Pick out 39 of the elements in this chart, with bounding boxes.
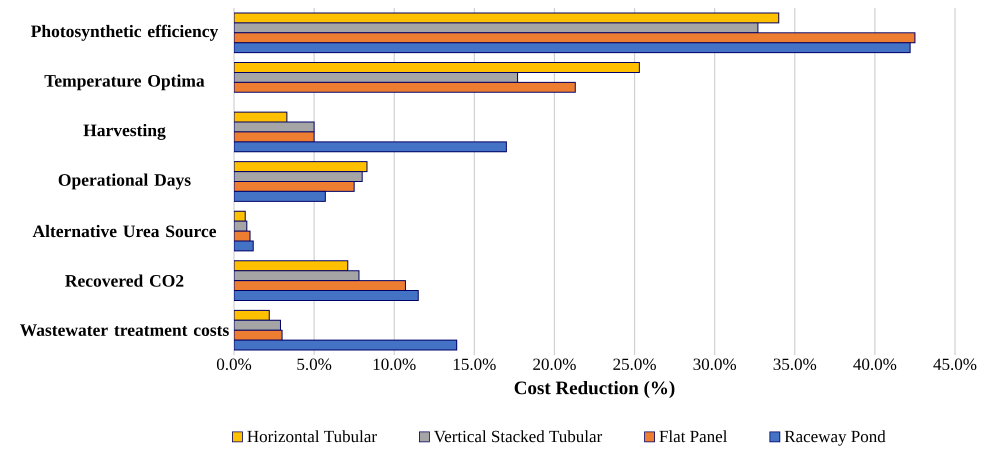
bar [234,280,406,292]
x-tick-label: 40.0% [853,358,896,370]
y-tick-label: Harvesting [83,124,166,140]
legend-label: Vertical Stacked Tubular [434,430,602,442]
y-tick-label: Photosynthetic efficiency [30,24,218,41]
bar [234,42,911,54]
bar [234,270,360,282]
bar [234,190,326,202]
bar [234,72,518,83]
x-tick-label: 35.0% [774,358,816,370]
y-tick-label: Wastewater treatment costs [20,324,229,336]
bar [234,12,780,24]
bar [234,82,576,93]
x-axis-title: Cost Reduction (%) [514,380,674,398]
x-tick-label: 30.0% [694,358,736,370]
x-tick-label: 45.0% [933,358,976,370]
bar [234,161,368,172]
x-tick-label: 25.0% [613,358,656,370]
x-tick-label: 20.0% [533,358,576,370]
legend-label: Horizontal Tubular [247,430,377,442]
bar [234,62,640,73]
x-tick-label: 15.0% [454,358,496,370]
bar [234,340,458,351]
x-tick-label: 10.0% [374,358,416,370]
bar [234,122,315,132]
bar [234,141,507,152]
y-tick-label: Alternative Urea Source [32,224,216,238]
bar [234,290,419,301]
x-tick-label: 5.0% [297,358,332,370]
legend-label: Raceway Pond [784,430,886,446]
x-tick-label: 0.0% [216,358,252,370]
bar [234,22,758,34]
bar [234,131,315,142]
y-tick-label: Operational Days [58,174,191,190]
bar [234,171,363,182]
y-tick-label: Recovered CO2 [65,274,184,287]
bar [234,181,355,192]
legend-label: Flat Panel [659,430,728,442]
y-tick-label: Temperature Optima [44,74,204,90]
